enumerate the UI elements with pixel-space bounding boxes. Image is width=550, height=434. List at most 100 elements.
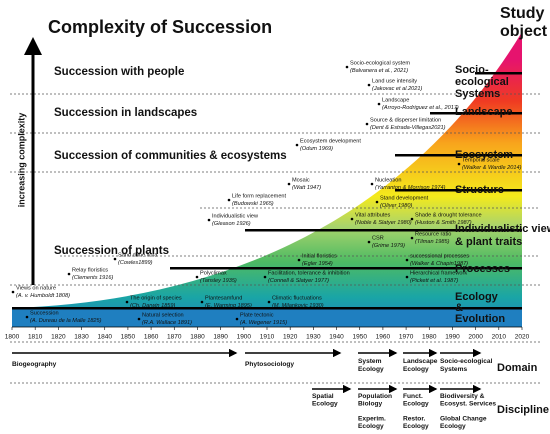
x-tick-label: 1930 xyxy=(306,334,321,341)
discipline-item: Global Change xyxy=(440,415,487,422)
study-object: Structure xyxy=(455,184,504,196)
domain-item: Biogeography xyxy=(12,361,57,368)
annotation-text: Initial floristics xyxy=(302,253,337,259)
annotation-pin xyxy=(67,272,71,276)
study-heading: object xyxy=(500,23,548,40)
discipline-item: Ecology xyxy=(358,423,384,430)
annotation-text: Shade & drought tolerance xyxy=(415,212,482,218)
discipline-item: Experim. xyxy=(358,415,386,422)
annotation-pin xyxy=(25,315,29,319)
annotation-pin xyxy=(195,275,199,279)
discipline-item: Biodiversity & xyxy=(440,393,485,400)
x-tick-label: 1890 xyxy=(213,334,228,341)
study-object: Socio- xyxy=(455,64,489,76)
annotation-cite: (Budowski 1965) xyxy=(232,201,274,207)
annotation-cite: (Huston & Smith 1987) xyxy=(415,220,472,226)
discipline-item: Funct. xyxy=(403,393,423,400)
annotation-text: CSR xyxy=(372,235,384,241)
dashed-lines xyxy=(10,93,540,384)
annotation-pin xyxy=(137,317,141,321)
study-object: Landscape xyxy=(455,106,512,118)
discipline-item: Spatial xyxy=(312,393,334,400)
annotation-text: Plate tectonic xyxy=(240,312,274,318)
base-band xyxy=(12,308,522,327)
annotation-cite: (Noble & Slatyer 1980) xyxy=(355,220,412,226)
study-heading: Study xyxy=(500,5,545,22)
annotation-pin xyxy=(345,65,349,69)
annotation-text: Ecosystem development xyxy=(300,138,361,144)
study-object: & plant traits xyxy=(455,236,522,248)
x-tick-label: 1900 xyxy=(237,334,252,341)
annotation-cite: (Balvanera et al., 2021) xyxy=(350,68,408,74)
annotation-cite: (Pickett et al. 1987) xyxy=(410,278,458,284)
annotation-cite: (Clements 1916) xyxy=(72,275,113,281)
discipline-item: Ecosyst. Services xyxy=(440,400,496,407)
domain-item: Ecology xyxy=(358,366,384,373)
x-tick-label: 2010 xyxy=(492,334,507,341)
annotation-pin xyxy=(227,198,231,202)
annotation-text: Natural selection xyxy=(142,312,184,318)
x-tick-label: 1840 xyxy=(97,334,112,341)
title: Complexity of Succession xyxy=(48,17,272,37)
x-tick-label: 1860 xyxy=(144,334,159,341)
x-tick-label: 1820 xyxy=(51,334,66,341)
annotation-text: Mosaic xyxy=(292,177,310,183)
x-tick-label: 1800 xyxy=(5,334,20,341)
study-object: Individualistic view xyxy=(455,223,550,235)
study-object: & xyxy=(455,302,463,314)
x-tick-label: 1990 xyxy=(445,334,460,341)
x-tick-label: 1880 xyxy=(190,334,205,341)
annotation-cite: (Yarranton & Morrison 1974) xyxy=(375,185,446,191)
x-tick-label: 1920 xyxy=(283,334,298,341)
level-label: Succession of communities & ecosystems xyxy=(54,150,287,162)
annotation-pin xyxy=(457,162,461,166)
annotation-pin xyxy=(235,317,239,321)
annotation-pin xyxy=(370,182,374,186)
annotation-pin xyxy=(297,258,301,262)
annotation-pin xyxy=(377,102,381,106)
x-tick-label: 1870 xyxy=(167,334,182,341)
annotation-pin xyxy=(287,182,291,186)
domain-item: Ecology xyxy=(403,366,429,373)
study-object: ecological xyxy=(455,76,509,88)
annotation-cite: (E. Warming 1895) xyxy=(205,303,252,309)
discipline-item: Ecology xyxy=(440,423,466,430)
discipline-item: Ecology xyxy=(403,423,429,430)
discipline-item: Biology xyxy=(358,400,383,407)
annotation-cite: (Connell & Slatyer 1977) xyxy=(268,278,329,284)
annotation-cite: (Egler 1954) xyxy=(302,261,333,267)
annotation-text: Source & disperser limitation xyxy=(370,117,441,123)
annotation-text: Hierarchical framework xyxy=(410,270,467,276)
x-tick-label: 1950 xyxy=(352,334,367,341)
annotation-cite: (Ch. Darwin 1859) xyxy=(130,303,176,309)
annotation-text: Stand development xyxy=(380,195,429,201)
annotation-pin xyxy=(207,218,211,222)
annotation-cite: (Grime 1979) xyxy=(372,243,405,249)
annotation-text: Nucleation xyxy=(375,177,401,183)
annotation-cite: (Cowles1899) xyxy=(118,260,153,266)
study-object: Systems xyxy=(455,88,500,100)
domain-item: Socio-ecological xyxy=(440,358,493,365)
annotation-pin xyxy=(405,275,409,279)
annotation-text: Temporal scale xyxy=(462,157,500,163)
annotation-pin xyxy=(367,83,371,87)
complexity-label: increasing complexity xyxy=(16,113,26,208)
annotation-cite: (Jakovac et al.2021) xyxy=(372,86,423,92)
annotation-cite: (R.A. Wallace 1891) xyxy=(142,320,192,326)
annotation-cite: (Watt 1947) xyxy=(292,185,321,191)
annotation-text: Individualistic view xyxy=(212,213,259,219)
annotation-pin xyxy=(350,217,354,221)
annotation-cite: (A. Wegener 1915) xyxy=(240,320,287,326)
annotation-pin xyxy=(263,275,267,279)
x-tick-label: 1980 xyxy=(422,334,437,341)
annotation-pin xyxy=(410,236,414,240)
annotation-cite: (Oliver 1980) xyxy=(380,203,412,209)
annotation-text: Vital attributes xyxy=(355,212,391,218)
discipline-item: Population xyxy=(358,393,392,400)
annotation-cite: (Gleason 1926) xyxy=(212,221,251,227)
annotation-cite: (Walker & Chapin1987) xyxy=(410,261,468,267)
annotation-pin xyxy=(267,300,271,304)
annotation-text: Relay floristics xyxy=(72,267,108,273)
annotation-cite: (Tilman 1985) xyxy=(415,239,450,245)
